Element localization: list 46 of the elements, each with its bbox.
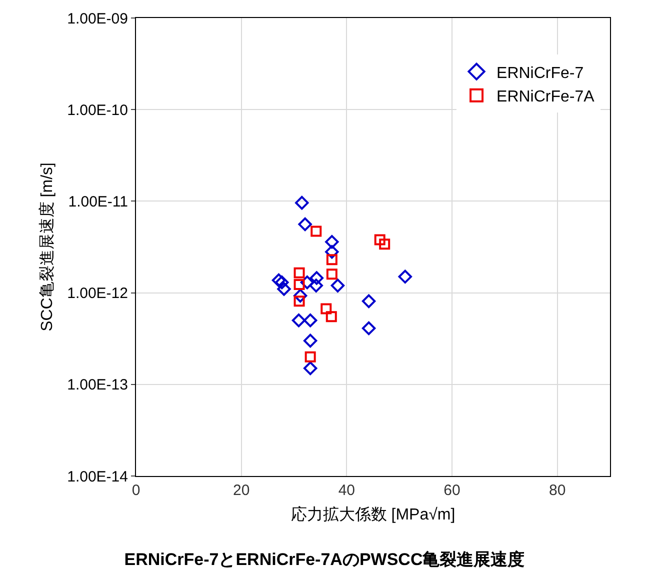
legend-label: ERNiCrFe-7A [496, 88, 595, 106]
point [303, 314, 318, 328]
point [398, 270, 412, 284]
point [326, 254, 338, 266]
point [374, 234, 386, 246]
point [275, 276, 289, 290]
x-tick-label: 40 [338, 482, 356, 499]
point [310, 271, 324, 285]
point [330, 278, 345, 292]
x-tick-label: 60 [444, 482, 460, 499]
point [309, 278, 323, 292]
point [295, 196, 309, 210]
point [325, 244, 339, 259]
x-tick-label: 20 [232, 482, 250, 499]
point [362, 321, 376, 336]
point [303, 361, 318, 376]
point [277, 282, 291, 296]
point [325, 234, 339, 249]
point [293, 288, 308, 303]
y-tick-label: 1.00E-13 [67, 376, 128, 394]
x-tick-label: 0 [132, 482, 140, 499]
point [304, 351, 316, 362]
x-tick-label: 80 [548, 482, 566, 499]
point [294, 267, 305, 278]
y-tick-label: 1.00E-12 [67, 285, 128, 302]
point [310, 226, 322, 237]
point [294, 279, 305, 290]
point [320, 303, 332, 314]
y-tick-label: 1.00E-14 [67, 468, 128, 486]
y-tick-label: 1.00E-09 [67, 10, 128, 28]
text: ERNiCrFe-7とERNiCrFe-7AのPWSCC亀裂進展速度 [124, 550, 525, 570]
point [272, 273, 286, 288]
point [294, 296, 305, 307]
y-tick-label: 1.00E-11 [68, 193, 128, 210]
point [292, 314, 306, 328]
point [303, 334, 318, 348]
legend-label: ERNiCrFe-7 [496, 64, 584, 82]
point [326, 268, 338, 280]
point [362, 294, 376, 308]
x-axis-title: 応力拡大係数 [MPa√m] [290, 506, 456, 524]
y-axis-title: SCC亀裂進展速度 [m/s] [38, 162, 56, 332]
point [300, 276, 314, 290]
point [298, 217, 312, 232]
point [379, 238, 390, 250]
point [326, 311, 337, 322]
y-tick-label: 1.00E-10 [67, 102, 128, 119]
